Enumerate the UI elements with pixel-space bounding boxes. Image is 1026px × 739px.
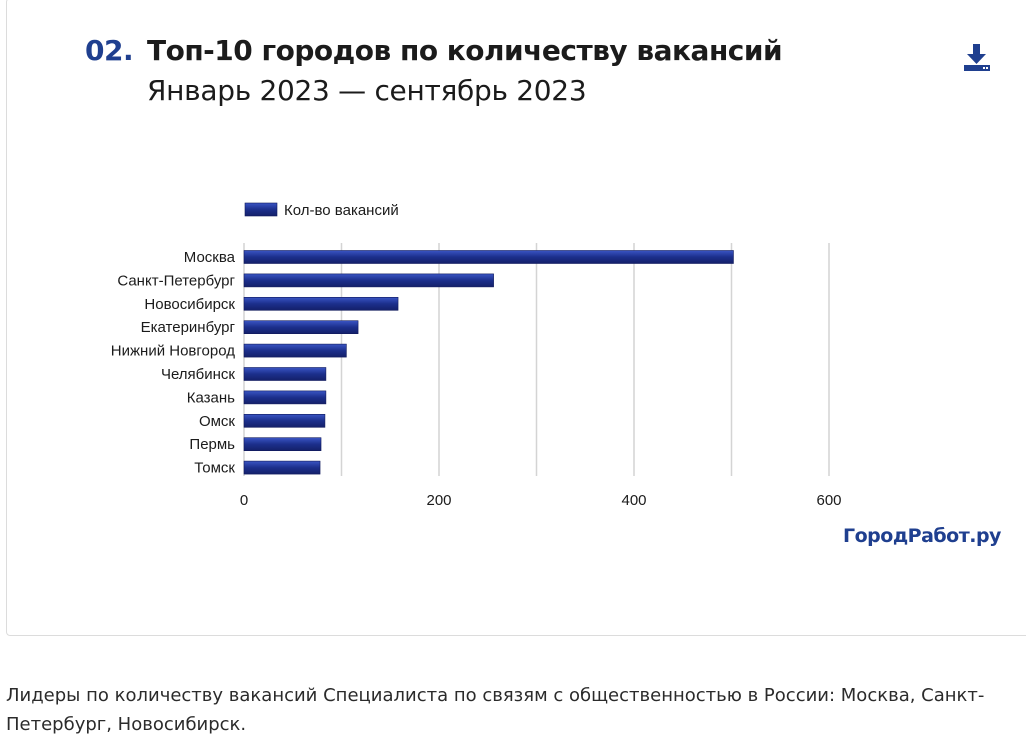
- category-label: Екатеринбург: [141, 319, 236, 336]
- legend-swatch: [244, 202, 278, 217]
- category-label: Санкт-Петербург: [117, 272, 235, 289]
- bar[interactable]: [243, 413, 326, 428]
- bar[interactable]: [243, 320, 359, 335]
- bar[interactable]: [243, 367, 327, 381]
- x-tick-label: 0: [240, 492, 248, 509]
- bar[interactable]: [243, 250, 734, 264]
- category-label: Казань: [187, 389, 235, 406]
- section-number: 02.: [85, 34, 134, 67]
- chart-subtitle: Январь 2023 — сентябрь 2023: [147, 74, 587, 107]
- category-label: Томск: [194, 460, 235, 477]
- brand-logo[interactable]: ГородРабот.ру: [843, 525, 1001, 547]
- bar[interactable]: [243, 437, 322, 452]
- category-label: Пермь: [189, 436, 235, 453]
- bar-chart: Москва Санкт-Петербург Новосибирск Екатерин…: [111, 202, 842, 509]
- category-label: Новосибирск: [144, 296, 235, 313]
- legend-label: Кол-во вакансий: [284, 202, 399, 219]
- bar[interactable]: [243, 273, 494, 288]
- category-label: Москва: [184, 249, 236, 266]
- category-label: Челябинск: [161, 366, 235, 383]
- download-icon[interactable]: [962, 42, 992, 72]
- x-tick-label: 400: [621, 492, 646, 509]
- x-tick-label: 600: [816, 492, 841, 509]
- chart-caption: Лидеры по количеству вакансий Специалист…: [6, 685, 985, 735]
- bar[interactable]: [243, 460, 321, 475]
- chart-card: [6, 0, 1026, 636]
- x-tick-label: 200: [426, 492, 451, 509]
- category-label: Омск: [199, 413, 235, 430]
- bar[interactable]: [243, 343, 347, 358]
- category-label: Нижний Новгород: [111, 343, 235, 360]
- chart-title: Топ-10 городов по количеству вакансий: [147, 34, 783, 67]
- bar[interactable]: [243, 390, 327, 405]
- bar[interactable]: [243, 296, 399, 311]
